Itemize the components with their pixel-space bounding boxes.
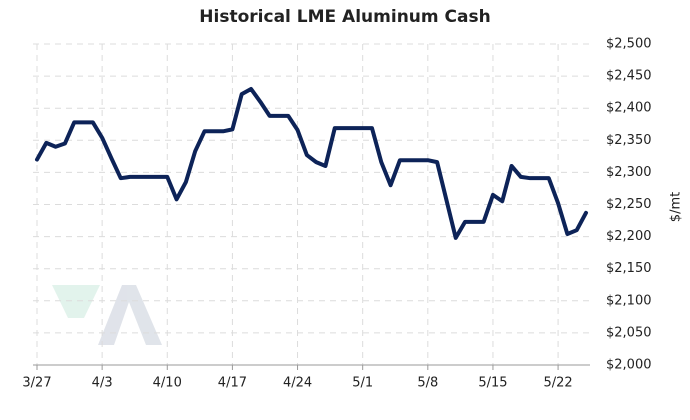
y-tick-label: $2,250 xyxy=(606,197,652,212)
y-tick-label: $2,000 xyxy=(606,358,652,373)
data-line xyxy=(35,86,588,240)
y-tick-label: $2,100 xyxy=(606,293,652,308)
x-tick-label: 5/1 xyxy=(352,376,373,391)
y-tick-label: $2,500 xyxy=(606,37,652,52)
x-tick-label: 5/15 xyxy=(478,376,507,391)
x-tick-label: 4/24 xyxy=(283,376,312,391)
y-tick-label: $2,050 xyxy=(606,325,652,340)
y-tick-label: $2,200 xyxy=(606,229,652,244)
x-tick-label: 5/8 xyxy=(417,376,438,391)
x-tick-label: 5/22 xyxy=(543,376,572,391)
watermark-logo xyxy=(52,285,162,345)
x-tick-label: 4/3 xyxy=(92,376,113,391)
y-tick-label: $2,350 xyxy=(606,133,652,148)
chart-title: Historical LME Aluminum Cash xyxy=(199,7,490,27)
y-axis-label: $/mt xyxy=(669,192,684,222)
y-tick-label: $2,150 xyxy=(606,261,652,276)
x-tick-label: 4/17 xyxy=(218,376,247,391)
x-tick-label: 4/10 xyxy=(153,376,182,391)
y-tick-label: $2,400 xyxy=(606,101,652,116)
y-tick-label: $2,300 xyxy=(606,165,652,180)
x-tick-label: 3/27 xyxy=(22,376,51,391)
y-tick-label: $2,450 xyxy=(606,69,652,84)
